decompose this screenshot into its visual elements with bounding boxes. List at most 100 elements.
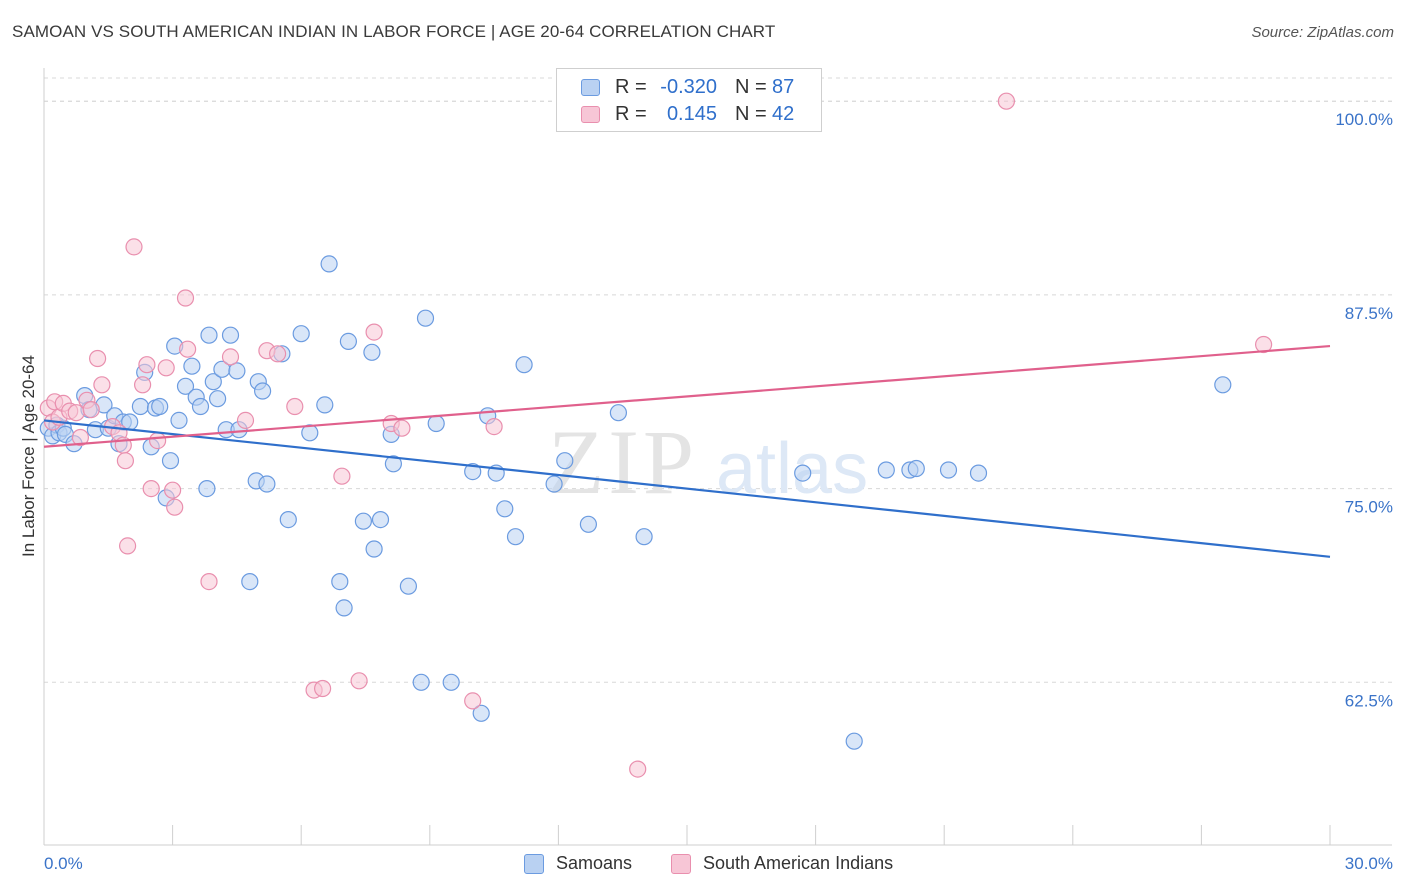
data-point	[166, 498, 184, 516]
data-point	[316, 396, 334, 414]
data-point	[200, 572, 218, 591]
data-point	[877, 461, 895, 479]
data-point	[221, 348, 240, 366]
data-point	[258, 475, 276, 493]
series-samoans	[39, 255, 1232, 750]
legend-n-value: 87	[772, 76, 795, 98]
data-point	[1254, 335, 1273, 354]
data-point	[427, 414, 445, 433]
x-tick-label: 30.0%	[1345, 854, 1393, 873]
data-point	[254, 382, 272, 400]
legend-r-value: 0.145	[666, 103, 717, 125]
data-point	[125, 238, 143, 256]
data-point	[209, 390, 227, 408]
data-point	[794, 464, 812, 482]
data-point	[1214, 376, 1232, 394]
data-point	[350, 672, 368, 690]
data-point	[496, 500, 514, 518]
data-point	[241, 572, 259, 591]
axis-labels: 62.5% 75.0% 87.5% 100.0% 0.0% 30.0%	[44, 110, 1393, 873]
data-point	[472, 704, 490, 722]
data-point	[116, 452, 135, 470]
data-point	[200, 326, 218, 344]
data-point	[416, 309, 435, 327]
data-point	[142, 480, 160, 498]
x-tick-label: 0.0%	[44, 854, 83, 873]
data-point	[118, 537, 137, 555]
legend-row-samoans: R = -0.320 N = 87	[557, 75, 821, 101]
data-point	[969, 464, 988, 482]
data-point	[279, 510, 297, 529]
legend-swatch-samoans	[524, 854, 544, 874]
y-tick-label: 75.0%	[1345, 498, 1393, 517]
axes	[43, 68, 1392, 846]
source-label: Source: ZipAtlas.com	[1251, 24, 1394, 41]
data-point	[464, 692, 482, 710]
trend-lines	[43, 344, 1331, 558]
data-point	[176, 289, 195, 307]
data-point	[442, 673, 460, 691]
legend-series: Samoans South American Indians	[0, 851, 1406, 879]
y-tick-label: 100.0%	[1335, 110, 1393, 129]
data-point	[485, 418, 503, 436]
data-point	[845, 732, 863, 750]
trend-line-samoans	[43, 419, 1331, 558]
legend-n-value: 42	[772, 103, 795, 125]
data-point	[515, 356, 533, 374]
data-point	[399, 577, 417, 595]
data-point	[292, 325, 310, 343]
data-point	[269, 345, 287, 363]
data-point	[134, 376, 152, 394]
legend-swatch-samoans	[581, 79, 600, 96]
data-point	[170, 411, 188, 429]
legend-n-label: N =	[735, 103, 767, 125]
legend-label-samoans: Samoans	[556, 853, 633, 873]
y-tick-label: 87.5%	[1345, 304, 1393, 323]
legend-swatch-south-american-indians	[671, 854, 691, 874]
data-point	[464, 463, 482, 481]
legend-stats: R = -0.320 N = 87 R = 0.145 N = 42	[556, 68, 822, 132]
data-point	[149, 432, 167, 450]
data-point	[164, 481, 182, 499]
legend-r-label: R =	[615, 76, 647, 98]
data-point	[629, 760, 647, 778]
y-tick-label: 62.5%	[1345, 691, 1393, 710]
data-point	[191, 397, 210, 416]
data-point	[506, 528, 525, 546]
data-point	[354, 512, 372, 530]
data-point	[151, 397, 169, 416]
data-point	[204, 373, 222, 391]
data-point	[82, 401, 100, 419]
data-point	[997, 92, 1016, 110]
series-south-american-indians	[39, 92, 1273, 778]
legend-swatch-south-american-indians	[581, 106, 600, 123]
data-point	[228, 362, 246, 380]
data-point	[363, 343, 381, 361]
data-point	[320, 255, 338, 273]
data-point	[331, 572, 349, 591]
data-point	[71, 428, 90, 447]
legend-n-label: N =	[735, 76, 767, 98]
data-point	[365, 540, 383, 558]
data-point	[179, 340, 197, 358]
data-point	[907, 459, 925, 478]
legend-label-south-american-indians: South American Indians	[703, 853, 894, 873]
data-point	[301, 424, 319, 442]
data-point	[365, 323, 383, 341]
data-point	[138, 356, 156, 374]
data-point	[579, 515, 598, 533]
data-point	[384, 455, 402, 473]
data-point	[333, 467, 351, 485]
data-point	[635, 528, 653, 546]
data-point	[131, 397, 149, 416]
y-axis-title: In Labor Force | Age 20-64	[19, 355, 38, 557]
data-point	[314, 679, 332, 698]
gridlines	[44, 77, 1392, 683]
data-point	[236, 411, 255, 429]
data-point	[221, 326, 240, 344]
data-point	[93, 376, 111, 394]
data-point	[371, 510, 390, 529]
data-point	[609, 404, 628, 422]
data-point	[393, 419, 411, 437]
